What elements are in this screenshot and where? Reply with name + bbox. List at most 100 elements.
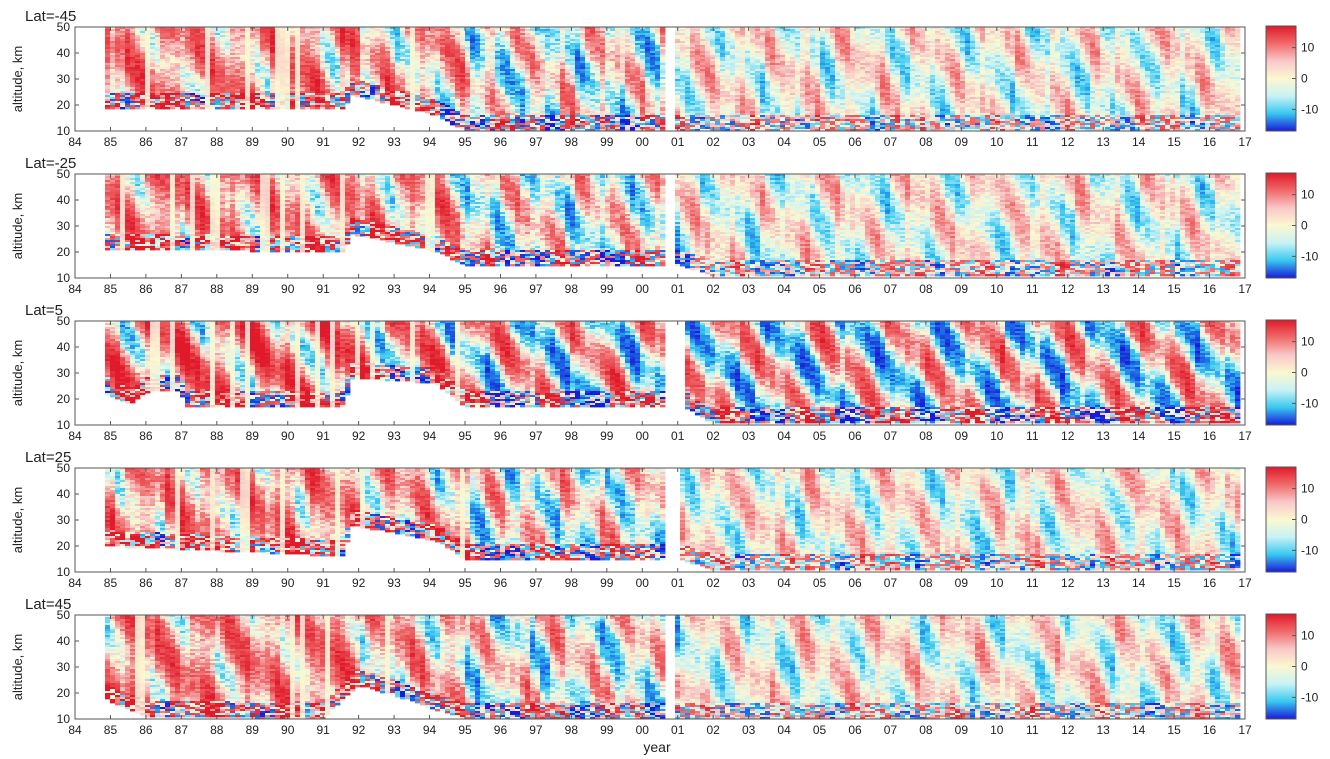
x-tick-label: 85 bbox=[104, 429, 118, 443]
x-tick-label: 00 bbox=[636, 135, 650, 149]
x-tick-label: 15 bbox=[1167, 135, 1181, 149]
y-tick-label: 20 bbox=[57, 686, 71, 700]
x-tick-label: 02 bbox=[707, 282, 721, 296]
x-tick-label: 93 bbox=[387, 429, 401, 443]
x-tick-label: 14 bbox=[1132, 723, 1146, 737]
x-tick-label: 02 bbox=[707, 723, 721, 737]
x-tick-label: 97 bbox=[529, 723, 543, 737]
x-tick-label: 01 bbox=[671, 576, 685, 590]
x-tick-label: 04 bbox=[777, 576, 791, 590]
x-tick-label: 98 bbox=[565, 282, 579, 296]
x-tick-label: 03 bbox=[742, 429, 756, 443]
x-tick-label: 11 bbox=[1026, 723, 1039, 737]
x-tick-label: 95 bbox=[458, 135, 472, 149]
x-tick-label: 91 bbox=[317, 723, 331, 737]
colorbar bbox=[1266, 173, 1296, 278]
x-tick-label: 88 bbox=[210, 723, 224, 737]
colorbar-tick-label: 10 bbox=[1301, 629, 1315, 643]
x-tick-label: 96 bbox=[494, 135, 508, 149]
x-tick-label: 14 bbox=[1132, 135, 1146, 149]
x-tick-label: 91 bbox=[317, 429, 331, 443]
y-tick-label: 40 bbox=[57, 46, 71, 60]
x-tick-label: 15 bbox=[1167, 723, 1181, 737]
x-tick-label: 05 bbox=[813, 282, 827, 296]
x-tick-label: 16 bbox=[1203, 723, 1217, 737]
x-tick-label: 17 bbox=[1238, 135, 1252, 149]
x-tick-label: 88 bbox=[210, 576, 224, 590]
x-tick-label: 93 bbox=[387, 135, 401, 149]
x-tick-label: 95 bbox=[458, 429, 472, 443]
x-tick-label: 88 bbox=[210, 429, 224, 443]
x-tick-label: 96 bbox=[494, 429, 508, 443]
x-tick-label: 84 bbox=[68, 282, 82, 296]
x-tick-label: 87 bbox=[175, 282, 189, 296]
x-tick-label: 03 bbox=[742, 723, 756, 737]
x-tick-label: 87 bbox=[175, 135, 189, 149]
heatmap-field bbox=[105, 615, 1240, 719]
x-tick-label: 94 bbox=[423, 723, 437, 737]
colorbar-tick-label: 10 bbox=[1301, 335, 1315, 349]
x-tick-label: 16 bbox=[1203, 576, 1217, 590]
y-tick-label: 20 bbox=[57, 98, 71, 112]
x-tick-label: 91 bbox=[317, 576, 331, 590]
x-tick-label: 90 bbox=[281, 429, 295, 443]
y-tick-label: 20 bbox=[57, 539, 71, 553]
x-tick-label: 97 bbox=[529, 282, 543, 296]
x-tick-label: 17 bbox=[1238, 576, 1252, 590]
x-tick-label: 08 bbox=[919, 429, 933, 443]
colorbar-tick-label: 0 bbox=[1301, 660, 1308, 674]
x-tick-label: 00 bbox=[636, 723, 650, 737]
x-tick-label: 85 bbox=[104, 723, 118, 737]
x-tick-label: 11 bbox=[1026, 576, 1039, 590]
x-tick-label: 11 bbox=[1026, 135, 1039, 149]
x-tick-label: 86 bbox=[139, 576, 153, 590]
x-tick-label: 95 bbox=[458, 576, 472, 590]
colorbar bbox=[1266, 26, 1296, 131]
x-tick-label: 86 bbox=[139, 429, 153, 443]
colorbar-tick-label: -10 bbox=[1301, 102, 1319, 116]
x-tick-label: 16 bbox=[1203, 135, 1217, 149]
y-tick-label: 50 bbox=[57, 167, 71, 181]
x-tick-label: 85 bbox=[104, 135, 118, 149]
y-tick-label: 30 bbox=[57, 513, 71, 527]
x-tick-label: 10 bbox=[990, 723, 1004, 737]
y-tick-label: 50 bbox=[57, 314, 71, 328]
x-tick-label: 92 bbox=[352, 429, 366, 443]
x-tick-label: 01 bbox=[671, 723, 685, 737]
x-tick-label: 15 bbox=[1167, 282, 1181, 296]
x-tick-label: 88 bbox=[210, 135, 224, 149]
x-tick-label: 86 bbox=[139, 282, 153, 296]
y-tick-label: 30 bbox=[57, 72, 71, 86]
colorbar-tick-label: 0 bbox=[1301, 72, 1308, 86]
x-tick-label: 84 bbox=[68, 576, 82, 590]
colorbar-tick-label: -10 bbox=[1301, 543, 1319, 557]
x-tick-label: 04 bbox=[777, 282, 791, 296]
x-tick-label: 14 bbox=[1132, 282, 1146, 296]
x-tick-label: 12 bbox=[1061, 135, 1075, 149]
x-tick-label: 12 bbox=[1061, 576, 1075, 590]
x-tick-label: 06 bbox=[848, 282, 862, 296]
x-tick-label: 86 bbox=[139, 723, 153, 737]
y-tick-label: 40 bbox=[57, 340, 71, 354]
x-tick-label: 92 bbox=[352, 723, 366, 737]
colorbar-tick-label: 0 bbox=[1301, 513, 1308, 527]
x-tick-label: 13 bbox=[1097, 576, 1111, 590]
x-tick-label: 00 bbox=[636, 429, 650, 443]
x-tick-label: 06 bbox=[848, 723, 862, 737]
x-tick-label: 97 bbox=[529, 576, 543, 590]
x-tick-label: 01 bbox=[671, 429, 685, 443]
x-tick-label: 98 bbox=[565, 576, 579, 590]
colorbar-tick-label: 10 bbox=[1301, 482, 1315, 496]
x-tick-label: 84 bbox=[68, 723, 82, 737]
x-tick-label: 92 bbox=[352, 576, 366, 590]
colorbar bbox=[1266, 320, 1296, 425]
x-tick-label: 95 bbox=[458, 723, 472, 737]
x-tick-label: 98 bbox=[565, 723, 579, 737]
x-tick-label: 90 bbox=[281, 135, 295, 149]
x-tick-label: 08 bbox=[919, 135, 933, 149]
x-tick-label: 03 bbox=[742, 282, 756, 296]
y-tick-label: 40 bbox=[57, 193, 71, 207]
x-tick-label: 03 bbox=[742, 135, 756, 149]
x-tick-label: 03 bbox=[742, 576, 756, 590]
x-tick-label: 01 bbox=[671, 282, 685, 296]
